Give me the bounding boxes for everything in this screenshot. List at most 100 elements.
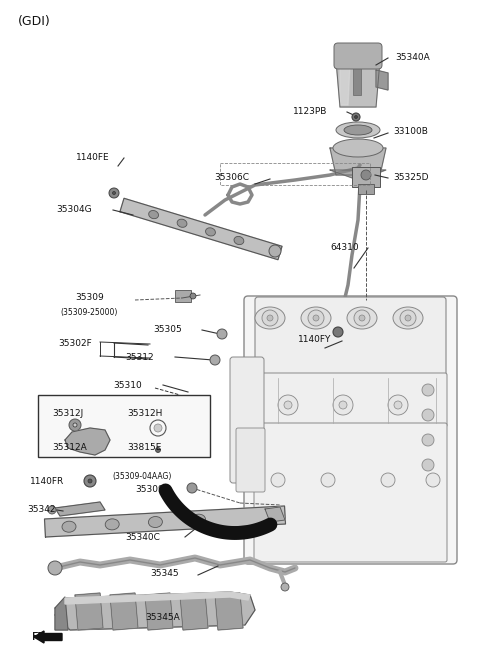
Polygon shape	[336, 60, 380, 107]
Circle shape	[187, 483, 197, 493]
Circle shape	[321, 473, 335, 487]
Circle shape	[73, 423, 77, 427]
Ellipse shape	[192, 514, 205, 525]
Bar	[353, 65, 361, 95]
Circle shape	[333, 395, 353, 415]
Polygon shape	[75, 593, 103, 630]
Text: 35309: 35309	[75, 292, 104, 302]
Text: 35304G: 35304G	[56, 206, 92, 214]
Ellipse shape	[234, 237, 244, 244]
Ellipse shape	[344, 125, 372, 135]
Circle shape	[284, 401, 292, 409]
Polygon shape	[330, 148, 386, 175]
Polygon shape	[55, 502, 105, 516]
Text: 1140FY: 1140FY	[298, 336, 331, 344]
Text: 1123PB: 1123PB	[293, 108, 327, 116]
Bar	[38, 395, 210, 457]
Circle shape	[190, 293, 196, 299]
Circle shape	[88, 479, 92, 483]
Circle shape	[210, 355, 220, 365]
Circle shape	[69, 419, 81, 431]
Text: 35312H: 35312H	[127, 409, 162, 417]
Circle shape	[48, 506, 56, 514]
Ellipse shape	[255, 307, 285, 329]
Polygon shape	[265, 507, 285, 522]
Circle shape	[109, 188, 119, 198]
Circle shape	[84, 475, 96, 487]
Circle shape	[394, 401, 402, 409]
Ellipse shape	[333, 139, 383, 157]
Text: 35345: 35345	[150, 568, 179, 578]
Text: 35310: 35310	[113, 380, 142, 390]
Text: (GDI): (GDI)	[18, 16, 51, 28]
Text: FR.: FR.	[32, 632, 49, 642]
Ellipse shape	[336, 122, 380, 138]
Circle shape	[271, 473, 285, 487]
Circle shape	[48, 561, 62, 575]
Polygon shape	[145, 593, 173, 630]
Text: 35312: 35312	[125, 353, 154, 361]
Circle shape	[154, 424, 162, 432]
Circle shape	[422, 409, 434, 421]
Text: 35306C: 35306C	[214, 173, 249, 183]
FancyArrow shape	[34, 631, 62, 643]
Text: 35312J: 35312J	[52, 409, 83, 417]
Circle shape	[355, 116, 358, 118]
Ellipse shape	[205, 228, 216, 236]
Polygon shape	[45, 506, 286, 537]
Circle shape	[278, 395, 298, 415]
Circle shape	[381, 473, 395, 487]
Polygon shape	[340, 63, 350, 105]
Text: 35342: 35342	[27, 505, 56, 514]
Circle shape	[333, 327, 343, 337]
Circle shape	[352, 113, 360, 121]
Circle shape	[156, 447, 160, 453]
Bar	[358, 184, 374, 194]
Polygon shape	[180, 593, 208, 630]
Polygon shape	[55, 597, 68, 630]
Circle shape	[422, 459, 434, 471]
Polygon shape	[215, 593, 243, 630]
Text: 35325D: 35325D	[393, 173, 429, 183]
FancyBboxPatch shape	[254, 373, 447, 427]
Circle shape	[313, 315, 319, 321]
Ellipse shape	[177, 219, 187, 227]
Text: 33815E: 33815E	[127, 443, 161, 453]
Text: 35340C: 35340C	[125, 533, 160, 541]
FancyBboxPatch shape	[334, 43, 382, 69]
Circle shape	[217, 329, 227, 339]
Circle shape	[422, 384, 434, 396]
Polygon shape	[330, 170, 386, 180]
Text: FR.: FR.	[32, 632, 49, 642]
Ellipse shape	[105, 519, 119, 530]
FancyBboxPatch shape	[244, 296, 457, 564]
Ellipse shape	[62, 521, 76, 532]
Text: 33100B: 33100B	[393, 127, 428, 137]
Circle shape	[405, 315, 411, 321]
Circle shape	[388, 395, 408, 415]
Text: 35312A: 35312A	[52, 443, 87, 453]
Text: 64310: 64310	[330, 244, 359, 252]
Text: (35309-25000): (35309-25000)	[60, 307, 118, 317]
Text: 1140FR: 1140FR	[30, 476, 64, 486]
Text: (35309-04AAG): (35309-04AAG)	[112, 472, 171, 480]
FancyBboxPatch shape	[254, 423, 447, 562]
Polygon shape	[120, 198, 282, 260]
Circle shape	[269, 245, 281, 257]
Ellipse shape	[149, 210, 158, 219]
Circle shape	[267, 315, 273, 321]
Polygon shape	[376, 70, 388, 90]
Polygon shape	[55, 592, 255, 630]
Bar	[220, 163, 370, 185]
FancyBboxPatch shape	[230, 357, 264, 483]
Text: 35345A: 35345A	[145, 612, 180, 622]
FancyBboxPatch shape	[255, 297, 446, 378]
Ellipse shape	[347, 307, 377, 329]
Text: 35305: 35305	[153, 325, 182, 334]
FancyBboxPatch shape	[236, 428, 265, 492]
Circle shape	[112, 191, 116, 194]
Circle shape	[281, 583, 289, 591]
Text: 1140FE: 1140FE	[76, 152, 109, 162]
Bar	[175, 290, 191, 302]
Text: 35309: 35309	[135, 486, 164, 495]
